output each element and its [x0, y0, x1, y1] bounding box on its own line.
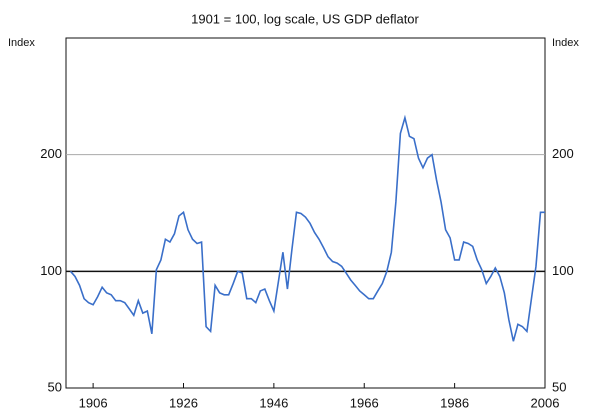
x-tick-label: 1946: [259, 395, 288, 410]
x-tick-label: 2006: [531, 395, 560, 410]
y2-axis-label: Index: [552, 37, 579, 49]
x-tick-label: 1986: [440, 395, 469, 410]
y-tick-label: 200: [40, 146, 62, 161]
y-tick-label: 100: [40, 263, 62, 278]
y-tick-label: 50: [48, 379, 62, 394]
y2-tick-label: 50: [552, 379, 566, 394]
y2-tick-label: 200: [552, 146, 574, 161]
x-tick-label: 1966: [350, 395, 379, 410]
x-tick-label: 1906: [79, 395, 108, 410]
x-tick-label: 1926: [169, 395, 198, 410]
y2-tick-label: 100: [552, 263, 574, 278]
chart-title: 1901 = 100, log scale, US GDP deflator: [191, 11, 419, 26]
y-axis-label: Index: [8, 37, 35, 49]
data-line: [69, 114, 545, 342]
plot-frame: [65, 37, 546, 389]
